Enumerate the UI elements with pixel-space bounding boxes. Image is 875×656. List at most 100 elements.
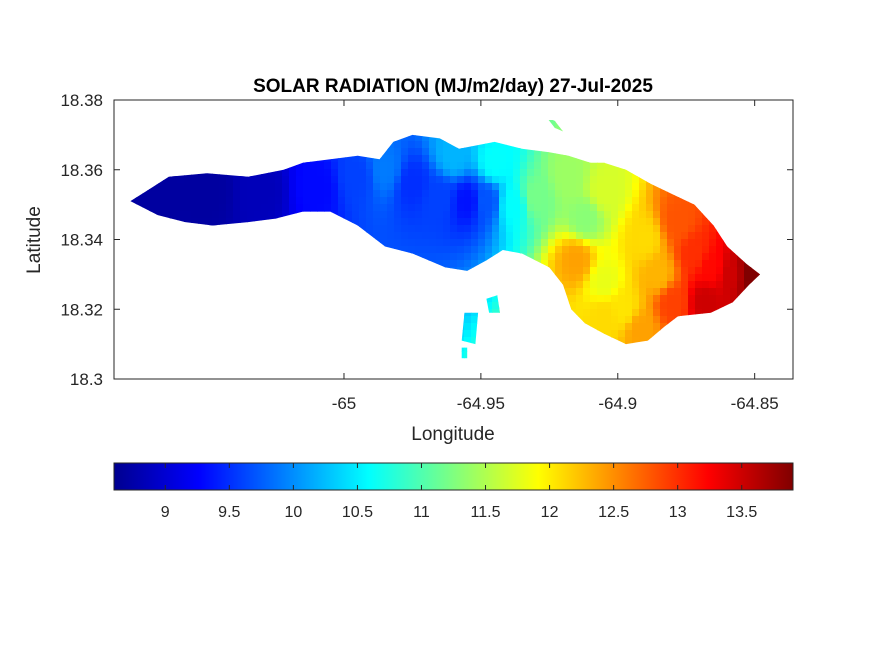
heat-cell [618,274,626,282]
heat-cell [450,176,458,184]
heat-cell [576,176,584,184]
heat-cell [646,281,654,289]
heat-cell [177,204,185,212]
heat-cell [548,260,556,268]
heat-cell [478,225,486,233]
heat-cell [485,148,493,156]
heat-cell [415,155,423,163]
heat-cell [723,260,731,268]
heat-cell [730,260,738,268]
heat-cell [422,197,430,205]
heat-cell [688,225,696,233]
heat-cell [338,190,346,198]
heat-cell [639,225,647,233]
heat-cell [205,176,213,184]
heat-cell [618,204,626,212]
heat-cell [646,288,654,296]
colorbar-tick-label: 13 [669,504,687,521]
heat-cell [583,183,591,191]
heat-cell [625,225,633,233]
heat-cell [590,274,598,282]
heat-cell [457,211,465,219]
heat-cell [359,162,367,170]
heat-cell [457,218,465,226]
heat-cell [422,211,430,219]
heat-cell [464,316,472,324]
heat-cell [681,246,689,254]
heat-cell [520,190,528,198]
heat-cell [723,246,731,254]
heat-cell [219,176,227,184]
heat-cell [562,232,570,240]
heat-cell [653,253,661,261]
heat-cell [667,316,675,324]
heat-cell [464,253,472,261]
heat-cell [604,211,612,219]
heat-cell [653,204,661,212]
heat-cell [450,148,458,156]
heat-cell [674,239,682,247]
heat-cell [191,190,199,198]
heat-cell [513,169,521,177]
heat-cell [352,162,360,170]
heat-cell [646,225,654,233]
heat-cell [653,309,661,317]
heat-cell [366,211,374,219]
heat-cell [555,260,563,268]
heat-cell [331,155,339,163]
heat-cell [709,274,717,282]
heat-cell [219,218,227,226]
heat-cell [324,197,332,205]
heat-cell [471,225,479,233]
heat-cell [499,232,507,240]
heat-cell [737,260,745,268]
heat-cell [457,155,465,163]
heat-cell [618,337,626,345]
heat-cell [373,225,381,233]
heat-cell [324,169,332,177]
heat-cell [499,148,507,156]
heat-cell [681,274,689,282]
heat-cell [618,288,626,296]
heat-cell [226,218,234,226]
heat-cell [527,218,535,226]
heat-cell [520,239,528,247]
heat-cell [646,239,654,247]
heat-cell [156,183,164,191]
heat-cell [639,246,647,254]
heat-cell [443,183,451,191]
heat-cell [135,197,143,205]
heat-cell [170,197,178,205]
heat-cell [443,253,451,261]
heat-cell [450,211,458,219]
heat-cell [142,197,150,205]
heat-cell [716,232,724,240]
heat-cell [625,253,633,261]
heat-cell [639,316,647,324]
heat-cell [562,204,570,212]
heat-cell [450,190,458,198]
heat-cell [520,225,528,233]
heat-cell [478,239,486,247]
heat-cell [387,148,395,156]
heat-cell [464,239,472,247]
heat-cell [422,169,430,177]
heat-cell [534,204,542,212]
heat-cell [268,190,276,198]
heat-cell [597,218,605,226]
heat-cell [478,197,486,205]
heat-cell [219,183,227,191]
heat-cell [688,232,696,240]
heat-cell [359,225,367,233]
heat-cell [709,295,717,303]
heat-cell [737,267,745,275]
heat-cell [576,260,584,268]
heat-cell [415,197,423,205]
colorbar-tick-label: 11 [413,504,430,521]
heat-cell [513,162,521,170]
heat-cell [667,218,675,226]
heat-cell [422,239,430,247]
heat-cell [415,134,423,142]
heat-cell [632,232,640,240]
heat-cell [261,183,269,191]
